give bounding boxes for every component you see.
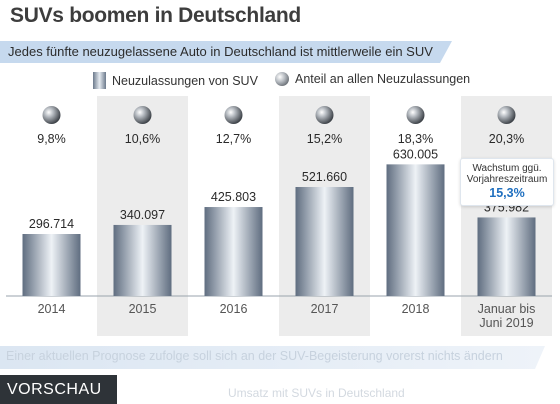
category-label: 2015 — [129, 302, 157, 316]
bar — [295, 187, 354, 296]
share-value-label: 20,3% — [489, 132, 524, 146]
legend-item-share: Anteil an allen Neuzulassungen — [275, 72, 470, 86]
growth-callout: Wachstum ggü. Vorjahreszeitraum 15,3% — [460, 158, 554, 206]
share-value-label: 15,2% — [307, 132, 342, 146]
page-title: SUVs boomen in Deutschland — [10, 4, 301, 27]
share-value-label: 18,3% — [398, 132, 433, 146]
legend-bar-swatch — [93, 72, 106, 89]
callout-text-line2: Vorjahreszeitraum — [466, 174, 548, 185]
callout-text-line1: Wachstum ggü. — [472, 163, 542, 174]
share-value-label: 12,7% — [216, 132, 251, 146]
legend-share-label: Anteil an allen Neuzulassungen — [295, 72, 471, 86]
preview-label: VORSCHAU — [7, 381, 102, 398]
bar-value-label: 425.803 — [211, 190, 256, 204]
legend-ball-swatch — [275, 72, 289, 86]
legend-item-bars: Neuzulassungen von SUV — [93, 72, 258, 89]
teaser-text-2: Umsatz mit SUVs in Deutschland — [228, 386, 405, 400]
bar-value-label: 340.097 — [120, 208, 165, 222]
share-point — [406, 106, 425, 124]
category-label: 2014 — [38, 302, 66, 316]
bar — [477, 217, 536, 296]
bar-value-label: 296.714 — [29, 217, 74, 231]
bar — [22, 234, 81, 296]
bar — [204, 207, 263, 296]
teaser-text: Einer aktuellen Prognose zufolge soll si… — [6, 349, 503, 363]
share-point — [133, 106, 152, 124]
legend: Neuzulassungen von SUV Anteil an allen N… — [0, 72, 560, 92]
subtitle-band — [0, 41, 452, 63]
subtitle: Jedes fünfte neuzugelassene Auto in Deut… — [8, 44, 433, 59]
share-point — [42, 106, 61, 124]
bar — [386, 164, 445, 296]
bar — [113, 224, 172, 296]
category-label: 2017 — [311, 302, 339, 316]
share-point — [224, 106, 243, 124]
share-value-label: 10,6% — [125, 132, 160, 146]
bar-value-label: 630.005 — [393, 147, 438, 161]
callout-value: 15,3% — [489, 186, 525, 200]
preview-badge: VORSCHAU — [0, 375, 117, 404]
category-label: 2018 — [402, 302, 430, 316]
teaser-band — [0, 346, 545, 369]
legend-bars-label: Neuzulassungen von SUV — [112, 73, 258, 88]
category-label: Januar bis — [478, 302, 536, 316]
share-value-label: 9,8% — [37, 132, 66, 146]
category-label: Juni 2019 — [479, 316, 533, 330]
share-point — [315, 106, 334, 124]
category-label: 2016 — [220, 302, 248, 316]
share-point — [497, 106, 516, 124]
bar-value-label: 521.660 — [302, 170, 347, 184]
